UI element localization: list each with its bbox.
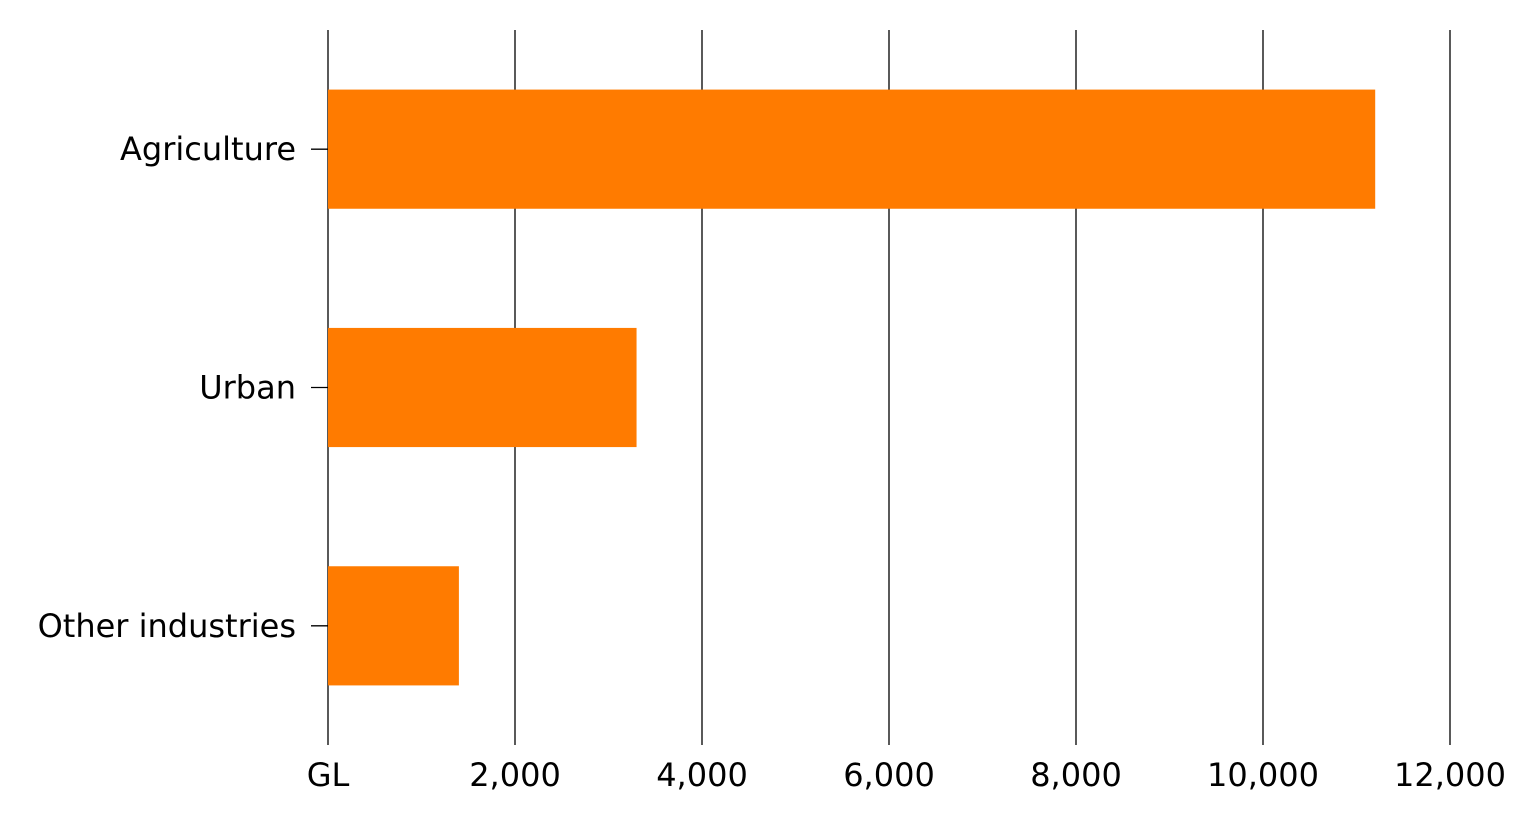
bars (328, 89, 1376, 686)
y-axis: Agriculture Urban Other industries (38, 130, 328, 645)
x-axis: GL 2,000 4,000 6,000 8,000 10,000 12,000 (307, 756, 1506, 794)
bar-other-industries (328, 566, 459, 686)
x-tick-label: 2,000 (469, 756, 561, 794)
bar-agriculture (328, 89, 1376, 209)
category-label: Other industries (38, 607, 296, 645)
category-label: Agriculture (120, 130, 296, 168)
x-tick-label: 10,000 (1207, 756, 1319, 794)
x-tick-label: 4,000 (656, 756, 748, 794)
x-tick-label: GL (307, 756, 350, 794)
category-label: Urban (199, 369, 296, 407)
x-tick-label: 8,000 (1030, 756, 1122, 794)
bar-urban (328, 327, 637, 448)
x-tick-label: 12,000 (1394, 756, 1506, 794)
x-tick-label: 6,000 (843, 756, 935, 794)
